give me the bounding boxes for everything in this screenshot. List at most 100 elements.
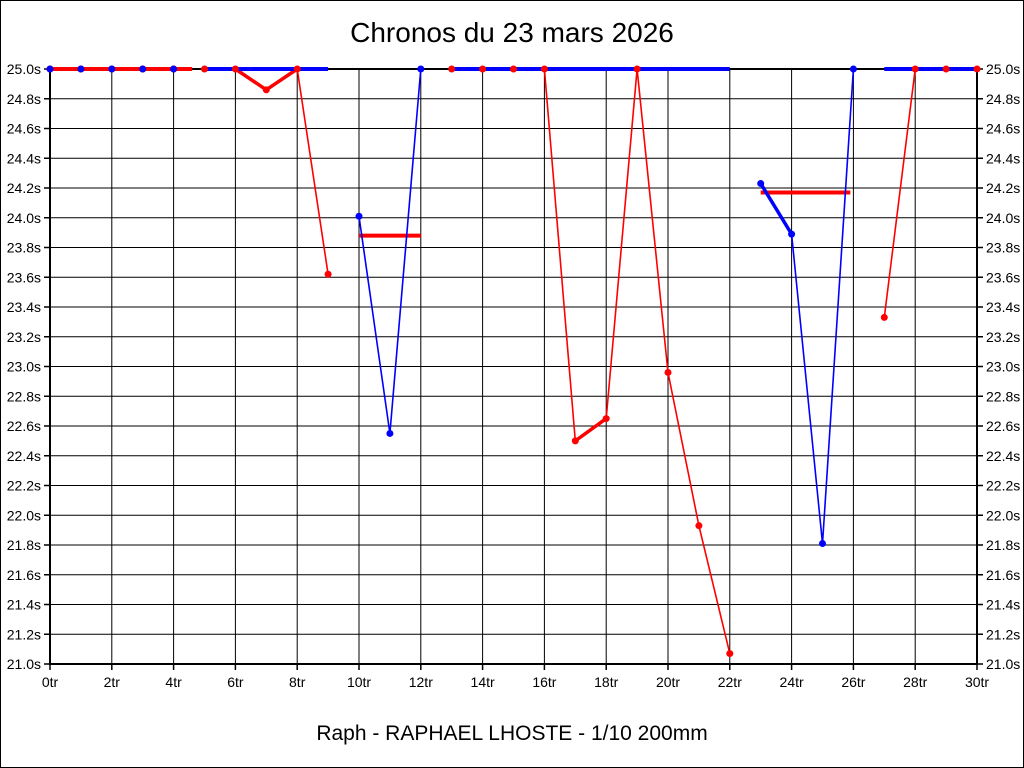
series-red-lines xyxy=(50,67,977,654)
y-tick-label-left: 21.2s xyxy=(7,626,41,642)
y-tick-label-right: 22.6s xyxy=(986,418,1020,434)
x-tick-label: 0tr xyxy=(42,674,59,690)
y-tick-label-left: 23.0s xyxy=(7,359,41,375)
series-blue-data-point xyxy=(170,65,178,73)
y-tick-label-left: 24.0s xyxy=(7,210,41,226)
y-tick-label-right: 21.2s xyxy=(986,626,1020,642)
x-tick-label: 20tr xyxy=(656,674,680,690)
y-tick-label-left: 22.6s xyxy=(7,418,41,434)
y-axis-labels-left: 25.0s 24.8s 24.6s 24.4s 24.2s 24.0s 23.8s 23.6s… xyxy=(7,61,41,672)
x-tick-label: 22tr xyxy=(718,674,742,690)
series-blue-line-segment xyxy=(790,68,855,544)
x-tick-label: 4tr xyxy=(165,674,182,690)
y-tick-label-right: 23.6s xyxy=(986,269,1020,285)
series-red-data-point xyxy=(293,65,301,73)
x-tick-label: 14tr xyxy=(471,674,495,690)
y-tick-label-right: 23.8s xyxy=(986,240,1020,256)
series-red-data-point xyxy=(262,86,270,94)
y-tick-label-right: 24.0s xyxy=(986,210,1020,226)
series-blue-markers xyxy=(46,65,857,548)
series-red-line-segment xyxy=(296,68,329,275)
series-red-data-point xyxy=(231,65,239,73)
y-tick-label-left: 24.6s xyxy=(7,121,41,137)
x-tick-label: 6tr xyxy=(227,674,244,690)
x-tick-label: 30tr xyxy=(965,674,989,690)
series-blue-data-point xyxy=(757,180,765,188)
y-tick-label-left: 23.6s xyxy=(7,269,41,285)
x-tick-label: 10tr xyxy=(347,674,371,690)
x-tick-label: 18tr xyxy=(594,674,618,690)
series-red-data-point xyxy=(201,65,208,73)
y-tick-label-left: 25.0s xyxy=(7,61,41,77)
series-blue-data-point xyxy=(417,65,425,73)
series-red-data-point xyxy=(726,650,734,658)
series-blue-data-point xyxy=(108,65,116,73)
series-red-data-point xyxy=(510,65,517,73)
series-red-data-point xyxy=(602,415,610,423)
chart-title: Chronos du 23 mars 2026 xyxy=(350,17,674,48)
y-tick-label-left: 21.6s xyxy=(7,567,41,583)
y-tick-label-left: 24.8s xyxy=(7,91,41,107)
y-tick-label-left: 23.2s xyxy=(7,329,41,345)
y-tick-label-right: 22.8s xyxy=(986,388,1020,404)
series-red-data-point xyxy=(448,65,456,73)
y-tick-label-right: 24.2s xyxy=(986,180,1020,196)
y-tick-label-right: 23.0s xyxy=(986,359,1020,375)
y-tick-label-right: 23.4s xyxy=(986,299,1020,315)
series-red-data-point xyxy=(973,65,981,73)
series-red-data-point xyxy=(324,270,332,278)
series-red-data-point xyxy=(571,437,579,445)
y-tick-label-left: 21.8s xyxy=(7,537,41,553)
y-tick-label-left: 21.4s xyxy=(7,597,41,613)
series-blue-lines xyxy=(204,67,977,544)
y-tick-label-left: 23.8s xyxy=(7,240,41,256)
series-blue-data-point xyxy=(355,212,363,220)
y-tick-label-right: 21.8s xyxy=(986,537,1020,553)
series-blue-data-point xyxy=(788,230,796,238)
y-tick-label-right: 23.2s xyxy=(986,329,1020,345)
series-red-data-point xyxy=(479,65,487,73)
series-red-data-point xyxy=(880,313,888,321)
y-tick-label-left: 23.4s xyxy=(7,299,41,315)
series-red-markers xyxy=(46,65,981,658)
series-red-data-point xyxy=(633,65,641,73)
y-tick-label-right: 22.2s xyxy=(986,478,1020,494)
y-tick-label-right: 21.6s xyxy=(986,567,1020,583)
y-tick-label-left: 22.4s xyxy=(7,448,41,464)
x-tick-label: 26tr xyxy=(841,674,865,690)
series-blue-data-point xyxy=(46,65,54,73)
series-red-data-point xyxy=(540,65,548,73)
series-red-data-point xyxy=(695,522,703,530)
series-red-line-segment xyxy=(451,68,577,441)
y-tick-label-left: 21.0s xyxy=(7,656,41,672)
grid-lines xyxy=(49,68,978,665)
y-tick-label-right: 24.6s xyxy=(986,121,1020,137)
series-blue-data-point xyxy=(819,540,826,548)
y-tick-label-right: 22.0s xyxy=(986,507,1020,523)
series-blue-data-point xyxy=(849,65,857,73)
y-tick-label-left: 22.2s xyxy=(7,478,41,494)
y-tick-label-right: 24.4s xyxy=(986,150,1020,166)
y-tick-label-right: 22.4s xyxy=(986,448,1020,464)
y-axis-labels-right: 25.0s 24.8s 24.6s 24.4s 24.2s 24.0s 23.8s 23.6s… xyxy=(986,61,1020,672)
y-tick-label-right: 21.4s xyxy=(986,597,1020,613)
series-red-line-segment xyxy=(883,68,977,318)
y-tick-label-left: 24.4s xyxy=(7,150,41,166)
x-tick-label: 2tr xyxy=(104,674,121,690)
y-tick-label-right: 25.0s xyxy=(986,61,1020,77)
x-tick-label: 24tr xyxy=(780,674,804,690)
series-blue-data-point xyxy=(386,429,394,437)
series-blue-line-segment xyxy=(759,182,794,236)
y-tick-label-left: 22.8s xyxy=(7,388,41,404)
series-blue-data-point xyxy=(77,65,85,73)
y-tick-label-right: 24.8s xyxy=(986,91,1020,107)
x-tick-label: 28tr xyxy=(903,674,927,690)
y-tick-label-left: 22.0s xyxy=(7,507,41,523)
x-tick-label: 12tr xyxy=(409,674,433,690)
series-red-data-point xyxy=(942,65,950,73)
chart-caption: Raph - RAPHAEL LHOSTE - 1/10 200mm xyxy=(316,722,708,745)
series-red-data-point xyxy=(664,368,672,376)
x-tick-label: 16tr xyxy=(532,674,556,690)
